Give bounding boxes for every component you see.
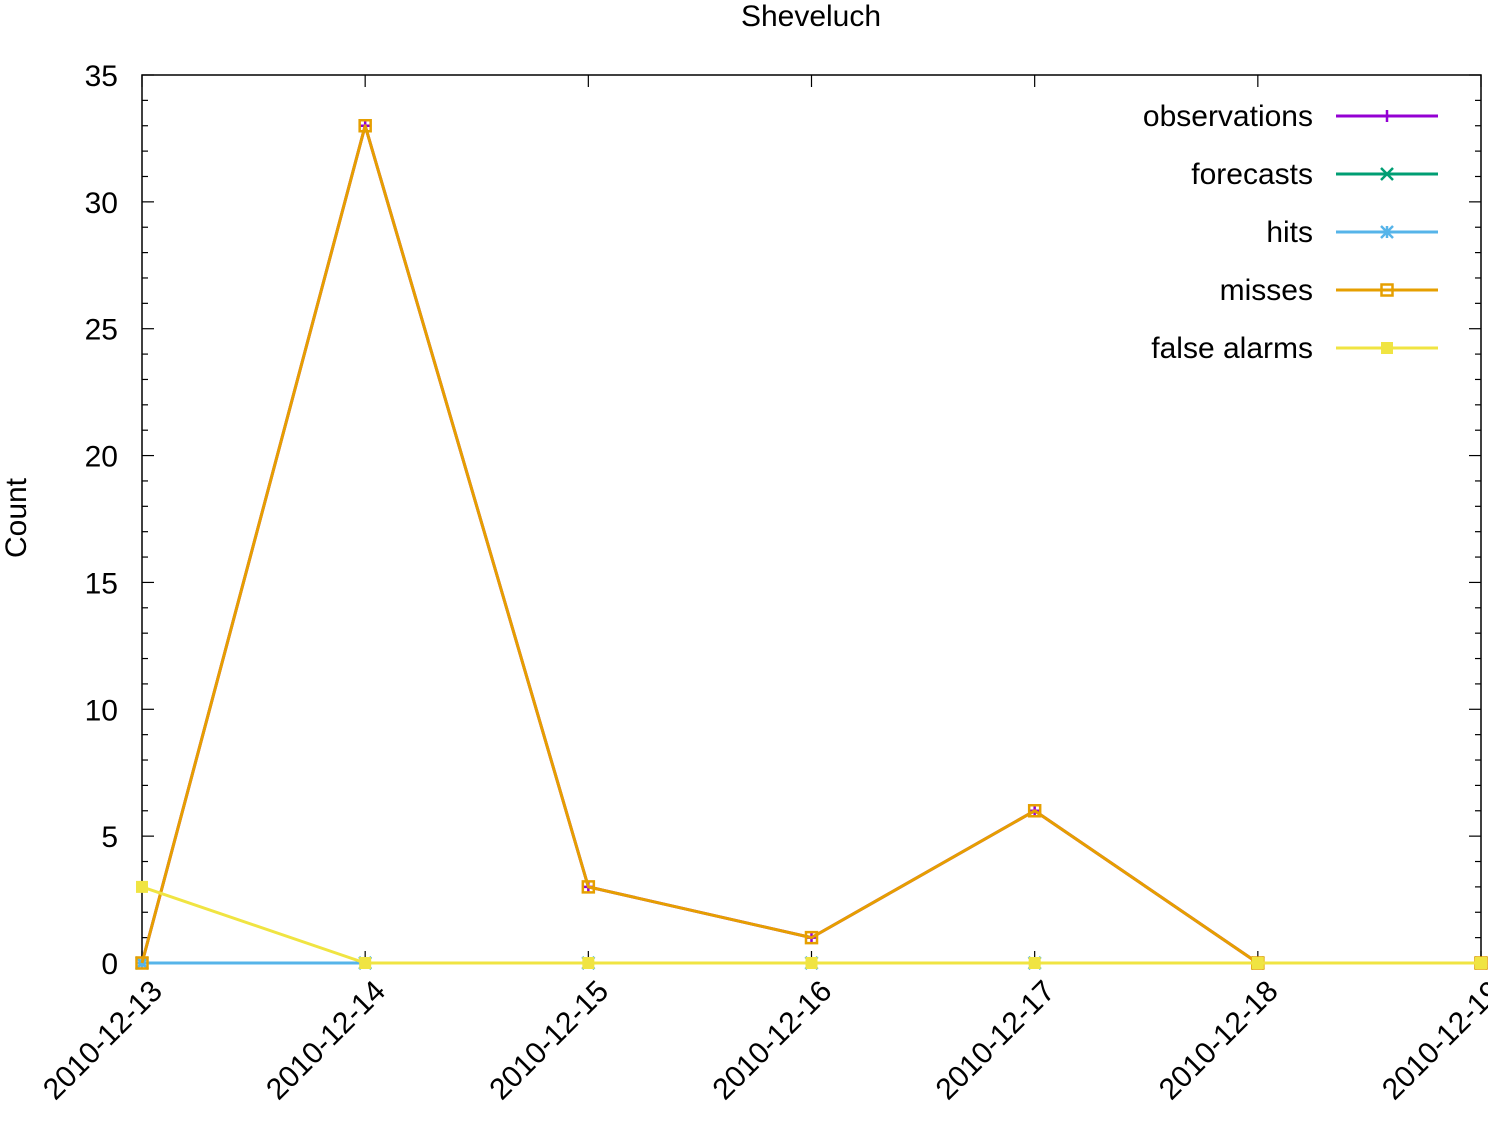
legend-label: false alarms xyxy=(1151,332,1313,365)
y-tick-label: 25 xyxy=(85,314,118,347)
legend-label: forecasts xyxy=(1191,158,1313,191)
data-point xyxy=(582,957,595,969)
data-point xyxy=(136,880,148,893)
data-point xyxy=(1475,957,1487,969)
y-tick-label: 20 xyxy=(85,441,118,474)
y-tick-label: 35 xyxy=(85,60,118,93)
legend-marker xyxy=(1380,283,1394,297)
series-false-alarms xyxy=(136,880,1487,969)
x-tick-label: 2010-12-18 xyxy=(1153,975,1285,1107)
legend-label: misses xyxy=(1220,274,1313,307)
legend-item: false alarms xyxy=(1151,332,1438,365)
data-point xyxy=(1027,804,1042,818)
x-tick-label: 2010-12-13 xyxy=(37,975,169,1107)
y-tick-label: 10 xyxy=(85,694,118,727)
legend-label: observations xyxy=(1143,100,1313,133)
series-line xyxy=(140,124,1481,965)
data-point xyxy=(358,118,372,133)
data-point xyxy=(135,956,149,970)
legend-item: observations xyxy=(1143,100,1438,133)
x-tick-label: 2010-12-19 xyxy=(1376,975,1488,1107)
legend-item: misses xyxy=(1220,274,1438,307)
series-layer xyxy=(135,118,1488,970)
legend-label: hits xyxy=(1266,216,1313,249)
y-tick-label: 0 xyxy=(101,948,118,981)
series-line xyxy=(140,124,1481,965)
x-tick-label: 2010-12-15 xyxy=(483,975,615,1107)
x-tick-label: 2010-12-16 xyxy=(707,975,839,1107)
data-point xyxy=(1251,957,1264,969)
chart-title: Sheveluch xyxy=(741,0,881,33)
legend-marker xyxy=(1380,167,1394,181)
legend-marker xyxy=(1381,342,1393,354)
legend-marker xyxy=(1380,225,1394,239)
data-point xyxy=(1028,957,1041,969)
data-point xyxy=(581,880,596,894)
data-point xyxy=(804,930,819,945)
y-tick-label: 15 xyxy=(85,567,118,600)
y-axis-label: Count xyxy=(0,477,33,558)
legend-item: hits xyxy=(1266,216,1438,249)
legend-marker xyxy=(1381,110,1393,122)
data-point xyxy=(805,957,818,969)
y-tick-label: 30 xyxy=(85,187,118,220)
y-tick-label: 5 xyxy=(101,821,118,854)
y-ticks: 0 5 10 15 20 25 30 35 xyxy=(85,60,1481,981)
x-tick-label: 2010-12-17 xyxy=(930,975,1062,1107)
legend-item: forecasts xyxy=(1191,158,1438,191)
legend: observations forecasts hits misses false ala… xyxy=(1143,100,1438,365)
data-point xyxy=(359,957,372,969)
x-tick-label: 2010-12-14 xyxy=(260,975,392,1107)
